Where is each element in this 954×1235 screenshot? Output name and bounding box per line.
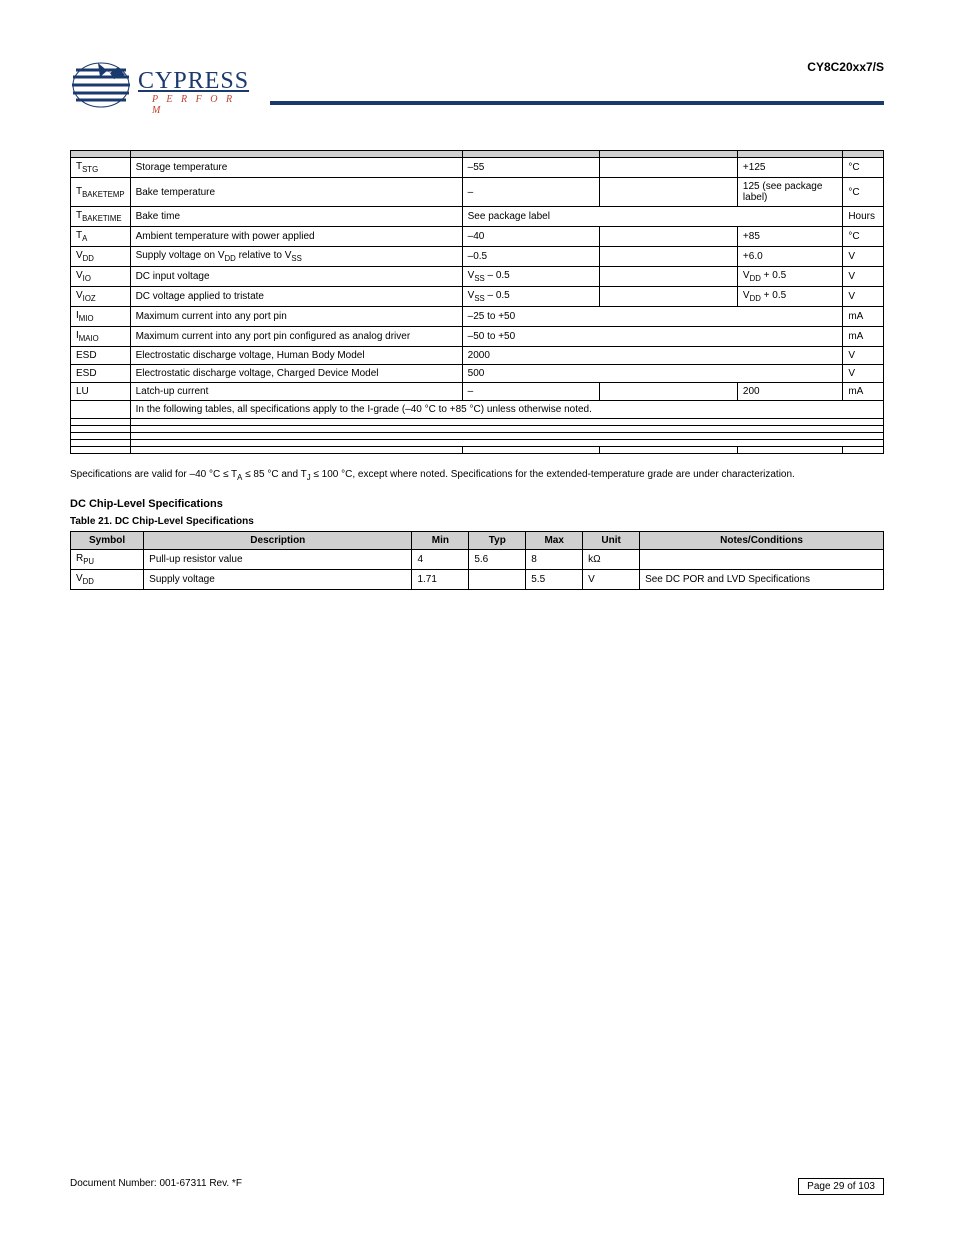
table-row: In the following tables, all specificati… bbox=[71, 401, 884, 419]
table-row: VDDSupply voltage1.715.5VSee DC POR and … bbox=[71, 569, 884, 589]
table-row: RPUPull-up resistor value45.68kΩ bbox=[71, 549, 884, 569]
table-row bbox=[71, 433, 884, 440]
logo-subtext: P E R F O R M bbox=[152, 94, 250, 116]
table-row bbox=[71, 419, 884, 426]
page-header: CYPRESS P E R F O R M bbox=[70, 50, 884, 120]
table-row: VIOZDC voltage applied to tristateVSS – … bbox=[71, 287, 884, 307]
col-notes: Notes/Conditions bbox=[640, 531, 884, 549]
company-logo: CYPRESS P E R F O R M bbox=[70, 50, 250, 120]
table-row: TBAKETEMPBake temperature–125 (see packa… bbox=[71, 178, 884, 207]
table-row bbox=[71, 447, 884, 454]
table-row: VDDSupply voltage on VDD relative to VSS… bbox=[71, 247, 884, 267]
logo-text: CYPRESS bbox=[138, 68, 249, 95]
col-min bbox=[462, 151, 600, 158]
section-lead-text: Specifications are valid for –40 °C ≤ TA… bbox=[70, 468, 884, 484]
col-unit bbox=[843, 151, 884, 158]
table-row: IMAIOMaximum current into any port pin c… bbox=[71, 327, 884, 347]
dc-table-caption: Table 21. DC Chip-Level Specifications bbox=[70, 516, 884, 527]
col-desc: Description bbox=[144, 531, 412, 549]
footer-docnum: Document Number: 001-67311 Rev. *F bbox=[70, 1178, 242, 1195]
abs-max-table: TSTGStorage temperature–55+125°CTBAKETEM… bbox=[70, 150, 884, 454]
table-row: TBAKETIMEBake timeSee package labelHours bbox=[71, 207, 884, 227]
table-row: ESDElectrostatic discharge voltage, Huma… bbox=[71, 347, 884, 365]
table-row bbox=[71, 426, 884, 433]
doc-reference: CY8C20xx7/S bbox=[807, 60, 884, 74]
col-min: Min bbox=[412, 531, 469, 549]
footer-page: Page 29 of 103 bbox=[798, 1178, 884, 1195]
table-row: IMIOMaximum current into any port pin–25… bbox=[71, 307, 884, 327]
dc-chip-table: Symbol Description Min Typ Max Unit Note… bbox=[70, 531, 884, 590]
col-desc bbox=[130, 151, 462, 158]
col-typ: Typ bbox=[469, 531, 526, 549]
col-unit: Unit bbox=[583, 531, 640, 549]
table-row: LULatch-up current–200mA bbox=[71, 383, 884, 401]
header-rule bbox=[270, 101, 884, 105]
col-symbol bbox=[71, 151, 131, 158]
page-footer: Document Number: 001-67311 Rev. *F Page … bbox=[70, 1178, 884, 1195]
col-symbol: Symbol bbox=[71, 531, 144, 549]
globe-icon bbox=[70, 55, 132, 110]
col-max bbox=[737, 151, 842, 158]
table-row bbox=[71, 440, 884, 447]
dc-section-title: DC Chip-Level Specifications bbox=[70, 498, 884, 510]
table-row: TAAmbient temperature with power applied… bbox=[71, 227, 884, 247]
table-row: VIODC input voltageVSS – 0.5VDD + 0.5V bbox=[71, 267, 884, 287]
table-row: TSTGStorage temperature–55+125°C bbox=[71, 158, 884, 178]
table-header-row bbox=[71, 151, 884, 158]
table-row: ESDElectrostatic discharge voltage, Char… bbox=[71, 365, 884, 383]
col-typ bbox=[600, 151, 738, 158]
table-header-row: Symbol Description Min Typ Max Unit Note… bbox=[71, 531, 884, 549]
col-max: Max bbox=[526, 531, 583, 549]
